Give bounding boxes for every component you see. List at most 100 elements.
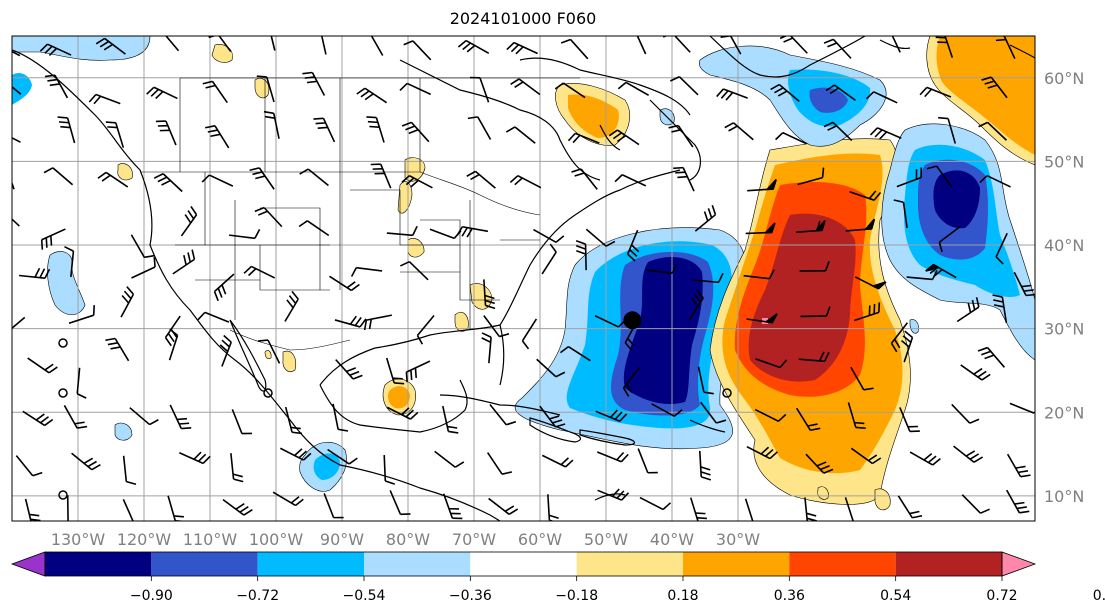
wind-barb (40, 228, 66, 250)
wind-barb (15, 455, 43, 477)
wind-barb (804, 497, 817, 521)
wind-barb (383, 455, 396, 485)
lon-tick-label: 70°W (452, 530, 496, 549)
colorbar-segment (789, 552, 896, 576)
wind-barb (560, 38, 589, 60)
wind-barb (847, 402, 866, 429)
wind-barb (229, 229, 261, 240)
wind-barb (850, 447, 882, 465)
colorbar-level-label: 0.72 (986, 588, 1017, 604)
wind-barb (486, 452, 513, 475)
wind-barb (270, 36, 276, 51)
wind-barb (442, 405, 459, 434)
wind-barb (754, 408, 787, 422)
wind-barb (153, 173, 183, 193)
wind-barb (747, 178, 777, 192)
wind-barb (335, 359, 363, 380)
wind-barb (865, 91, 898, 104)
wind-barb (403, 40, 432, 61)
lon-tick-label: 60°W (518, 530, 562, 549)
wind-barb (399, 82, 432, 96)
wind-barb (596, 451, 629, 463)
wind-barb (995, 232, 1008, 265)
wind-barb (925, 263, 957, 279)
wind-barb (12, 136, 21, 143)
map-area (12, 36, 1035, 521)
wind-barb (909, 451, 941, 466)
longitude-tick-labels: 130°W 120°W 110°W 100°W 90°W 80°W 70°W 60°W 50°W… (51, 530, 760, 549)
wind-barb (63, 405, 88, 429)
lon-tick-label: 120°W (117, 530, 172, 549)
wind-barb (1006, 453, 1031, 478)
wind-barb (483, 315, 510, 338)
wind-barb (893, 199, 908, 229)
wind-barb (961, 494, 990, 514)
wind-barb (168, 328, 179, 361)
wind-barb (313, 117, 336, 143)
wind-barb (669, 76, 699, 96)
wind-barb (899, 407, 920, 433)
wind-barb (230, 453, 244, 483)
wind-barb (39, 43, 72, 56)
wind-barb (130, 234, 155, 259)
wind-barb (243, 265, 276, 279)
wind-barb (323, 493, 344, 519)
wind-barb (332, 403, 349, 432)
anomaly-shading (12, 36, 1035, 511)
wind-barb (68, 305, 95, 324)
colorbar-level-label: 0.36 (774, 588, 805, 604)
wind-barb (95, 37, 126, 55)
wind-barb (992, 294, 1008, 323)
colorbar-extend-high (1001, 551, 1037, 577)
wind-barb (254, 206, 283, 228)
wind-barb (981, 76, 1008, 99)
wind-barb (850, 366, 874, 391)
wind-barb (44, 74, 69, 99)
wind-barb (978, 121, 1008, 141)
wind-barb (571, 168, 598, 190)
wind-barb (798, 351, 830, 363)
wind-barb (673, 166, 695, 192)
wind-barb (694, 204, 717, 232)
wind-barb (800, 306, 831, 318)
colorbar-segment (151, 552, 258, 576)
wind-barb (19, 267, 51, 280)
wind-barb (179, 451, 211, 465)
wind-barb (977, 346, 1006, 368)
wind-barb (22, 410, 54, 427)
wind-barb (743, 269, 775, 280)
lat-tick-label: 20°N (1044, 403, 1084, 422)
wind-barb (608, 129, 640, 146)
lat-tick-label: 30°N (1044, 320, 1084, 339)
colorbar-level-label: −0.72 (236, 588, 279, 604)
wind-barb (845, 218, 876, 232)
wind-barb (1005, 489, 1030, 514)
wind-barb (213, 273, 235, 302)
wind-barb (12, 50, 21, 57)
wind-barb (469, 76, 490, 103)
colorbar-level-label: −0.18 (555, 588, 598, 604)
wind-barb (799, 261, 830, 272)
colorbar-segment (576, 552, 683, 576)
colorbar-segment (364, 552, 471, 576)
wind-barb (755, 358, 788, 369)
colorbar-level-label: −0.54 (343, 588, 386, 604)
wind-barb (24, 498, 41, 521)
wind-barb (327, 448, 358, 465)
colorbar-level-label: 0.90 (1093, 588, 1105, 604)
wind-barb (951, 403, 980, 424)
wind-barb (746, 313, 778, 324)
wind-barb (567, 132, 600, 144)
wind-barb (202, 80, 228, 104)
wind-barb (201, 174, 234, 187)
wind-barb (489, 404, 517, 426)
wind-barb (775, 131, 807, 145)
wind-barb (956, 297, 980, 323)
wind-barb (797, 167, 825, 186)
calm-circles (58, 338, 732, 500)
wind-barb (366, 116, 385, 143)
lat-tick-label: 60°N (1044, 69, 1084, 88)
wind-barb (853, 302, 881, 322)
wind-barb (405, 360, 431, 383)
storm-center-marker (623, 311, 642, 330)
